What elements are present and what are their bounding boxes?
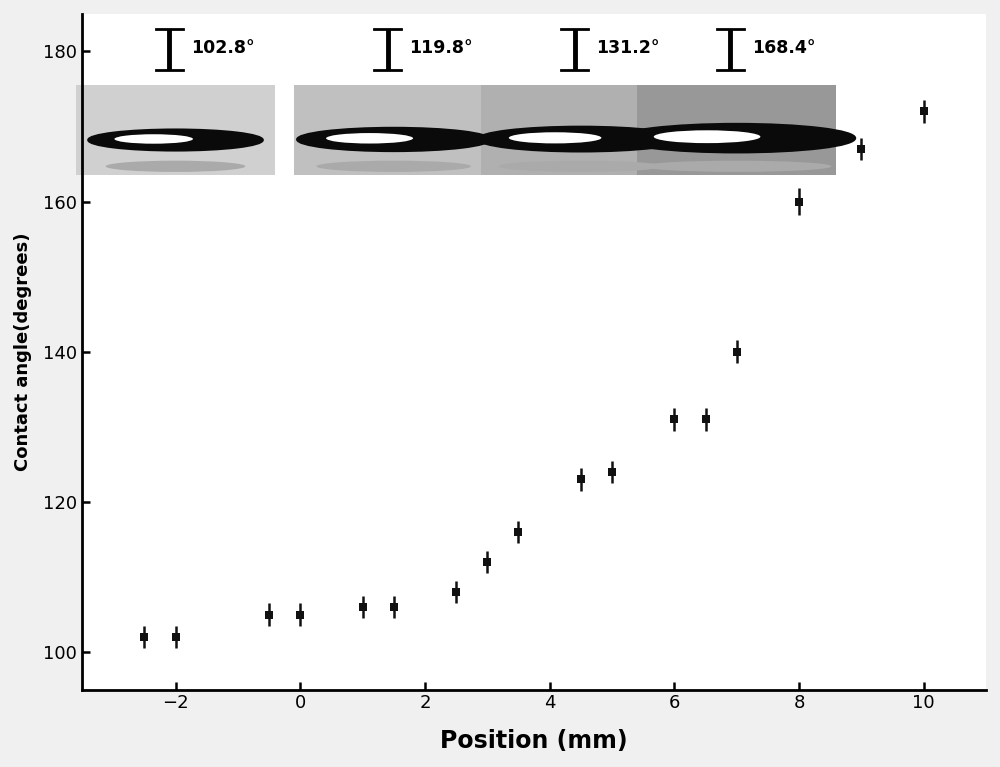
Text: 119.8°: 119.8° — [409, 38, 473, 57]
Text: 131.2°: 131.2° — [596, 38, 660, 57]
Circle shape — [114, 134, 193, 143]
Circle shape — [88, 130, 263, 150]
Circle shape — [326, 133, 413, 143]
Circle shape — [478, 127, 684, 151]
Y-axis label: Contact angle(degrees): Contact angle(degrees) — [14, 232, 32, 471]
Ellipse shape — [642, 160, 831, 172]
Ellipse shape — [499, 160, 663, 172]
Bar — [76, 85, 275, 176]
Circle shape — [618, 124, 855, 153]
Circle shape — [509, 132, 601, 143]
Ellipse shape — [316, 160, 471, 172]
Circle shape — [297, 128, 490, 151]
Text: 168.4°: 168.4° — [752, 38, 816, 57]
X-axis label: Position (mm): Position (mm) — [440, 729, 628, 753]
Ellipse shape — [106, 160, 245, 172]
Bar — [294, 85, 494, 176]
Circle shape — [654, 130, 760, 143]
Text: 102.8°: 102.8° — [191, 38, 255, 57]
Bar — [481, 85, 681, 176]
Bar — [637, 85, 836, 176]
